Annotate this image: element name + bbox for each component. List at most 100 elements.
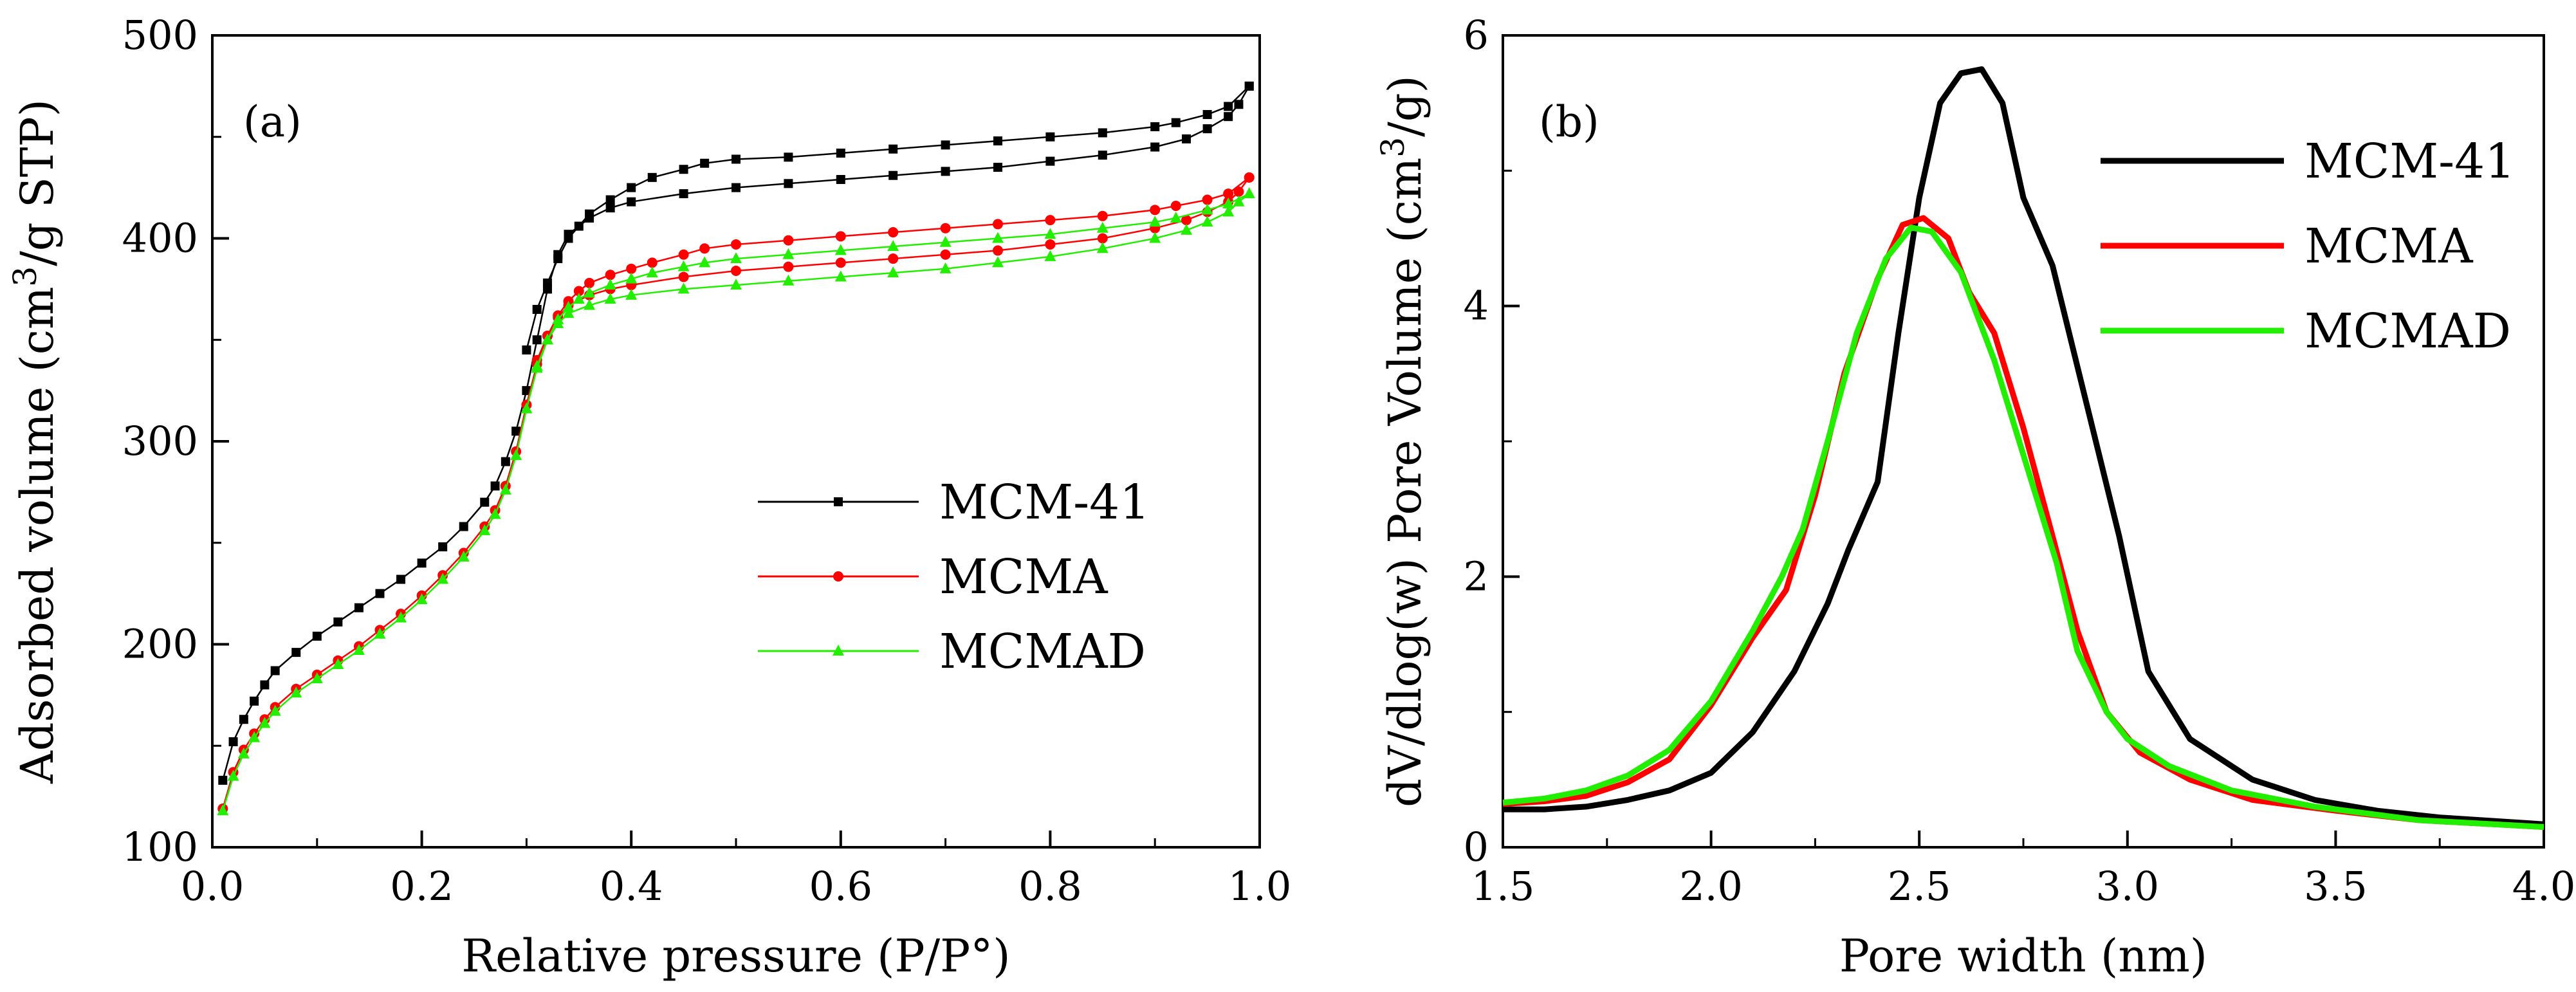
panel-a-y-axis-title-sup: 3 (6, 266, 44, 287)
panel-a-point-mcmad-desorption-20 (573, 293, 585, 304)
panel-b-series-mcmad (1502, 225, 2544, 830)
panel-a-point-mcm-41-adsorption-15 (459, 522, 468, 531)
panel-b-legend-item-mcma: MCMA (2101, 219, 2474, 274)
panel-a-point-mcmad-adsorption-35 (1044, 250, 1056, 261)
panel-a-x-axis-title: Relative pressure (P/P°) (461, 930, 1010, 982)
panel-a-point-mcm-41-desorption-1 (1244, 81, 1254, 91)
panel-a-point-mcmad-adsorption-16 (479, 524, 491, 535)
panel-a-point-mcmad-desorption-5 (1149, 216, 1161, 227)
panel-a-point-mcmad-adsorption-14 (437, 573, 449, 584)
panel-a-x-tick-label-0-2: 0.2 (390, 863, 454, 910)
panel-a-point-mcm-41-desorption-3 (1202, 110, 1212, 120)
panel-a-point-mcma-desorption-3 (1202, 194, 1213, 205)
panel-a-series-mcmad (217, 187, 1255, 816)
panel-a-point-mcm-41-adsorption-34 (993, 163, 1002, 172)
panel-a-y-tick-label-200: 200 (122, 621, 198, 668)
panel-a-point-mcma-desorption-1 (1244, 172, 1255, 183)
panel-a-y-axis-title-main: Adsorbed volume (cm (11, 287, 64, 784)
panel-a-point-mcmad-desorption-11 (834, 244, 847, 255)
panel-b-legend-label-mcm-41: MCM-41 (2305, 134, 2515, 189)
panel-a-point-mcm-41-desorption-16 (647, 172, 657, 182)
panel-a-point-mcm-41-adsorption-29 (731, 183, 741, 192)
panel-a-point-mcmad-desorption-24 (531, 360, 543, 371)
panel-a-point-mcm-41-adsorption-41 (1234, 100, 1244, 109)
panel-a-point-mcmad-desorption-18 (604, 279, 616, 290)
panel-a-point-mcma-adsorption-38 (1181, 215, 1192, 226)
panel-a-point-mcma-desorption-15 (678, 249, 689, 260)
panel-a-point-mcm-41-adsorption-17 (490, 481, 500, 491)
panel-b-series-mcma (1502, 215, 2544, 830)
panel-a-point-mcma-desorption-18 (605, 270, 616, 280)
panel-a-y-tick-label-100: 100 (122, 823, 198, 870)
panel-a-point-mcmad-adsorption-41 (1233, 195, 1245, 207)
panel-b-x-tick-label-4-0: 4.0 (2512, 863, 2576, 910)
panel-a-point-mcmad-desorption-16 (646, 266, 658, 278)
panel-a-point-mcm-41-adsorption-10 (354, 603, 363, 612)
panel-a-point-mcmad-adsorption-36 (1096, 242, 1109, 253)
panel-a-legend-label-mcmad: MCMAD (939, 624, 1146, 679)
panel-a-point-mcm-41-adsorption-14 (438, 542, 448, 552)
panel-b-y-tick-label-2: 2 (1464, 553, 1489, 600)
panel-a-point-mcm-41-adsorption-16 (480, 497, 490, 507)
panel-a-legend-marker-mcm-41 (834, 497, 843, 506)
panel-a-point-mcmad-desorption-14 (699, 256, 711, 268)
panel-a-adsorption-isotherm: 0.0 0.2 0.4 0.6 0.8 1.0 100 200 300 400 500 (a) Re… (6, 12, 1291, 982)
panel-a-point-mcmad-adsorption-17 (489, 508, 501, 519)
panel-b-ticks: 1.5 2.0 2.5 3.0 3.5 4.0 0 2 4 6 (1464, 12, 2576, 910)
panel-a-point-mcmad-adsorption-18 (499, 483, 511, 495)
panel-a-point-mcmad-adsorption-40 (1222, 205, 1235, 217)
panel-b-y-tick-label-6: 6 (1464, 12, 1489, 59)
panel-a-point-mcma-adsorption-32 (888, 253, 899, 264)
panel-a-point-mcmad-adsorption-31 (834, 270, 847, 282)
panel-a-point-mcmad-desorption-17 (625, 272, 638, 284)
panel-b-x-tick-label-2-5: 2.5 (1888, 863, 1951, 910)
panel-a-point-mcm-41-desorption-19 (585, 209, 594, 219)
panel-b-legend-label-mcma: MCMA (2305, 219, 2474, 274)
panel-b-x-tick-label-3-5: 3.5 (2304, 863, 2368, 910)
panel-a-point-mcma-adsorption-35 (1045, 239, 1056, 250)
panel-b-series (1502, 66, 2544, 830)
panel-a-point-mcma-desorption-4 (1170, 201, 1181, 212)
panel-a-line-mcmad-desorption (536, 192, 1250, 367)
panel-a-point-mcmad-desorption-10 (887, 240, 899, 252)
panel-a-point-mcm-41-desorption-4 (1171, 118, 1181, 127)
panel-a-point-mcmad-adsorption-24 (562, 307, 575, 318)
panel-a-point-mcm-41-desorption-21 (564, 234, 573, 243)
panel-a-point-mcmad-desorption-15 (677, 260, 690, 271)
panel-a-point-mcma-desorption-8 (993, 219, 1003, 230)
panel-b-x-tick-label-2-0: 2.0 (1679, 863, 1743, 910)
panel-b-legend-item-mcmad: MCMAD (2101, 304, 2511, 359)
panel-a-point-mcma-desorption-17 (626, 263, 637, 274)
panel-a-point-mcmad-desorption-6 (1096, 221, 1109, 233)
panel-b-y-axis-title: dV/dlog(w) Pore Volume (cm3/g) (1374, 75, 1431, 807)
panel-a-y-tick-label-500: 500 (122, 12, 198, 59)
panel-a-point-mcm-41-desorption-22 (553, 254, 563, 264)
panel-b-pore-size-distribution: 1.5 2.0 2.5 3.0 3.5 4.0 0 2 4 6 (b) Pore width (n… (1374, 12, 2575, 982)
panel-a-point-mcma-adsorption-29 (731, 265, 741, 276)
panel-a-point-mcmad-adsorption-13 (416, 593, 428, 605)
panel-a-point-mcm-41-adsorption-27 (627, 197, 636, 207)
panel-a-legend: MCM-41 MCMA MCMAD (758, 475, 1150, 679)
panel-a-point-mcm-41-adsorption-33 (941, 167, 950, 176)
panel-a-point-mcmad-adsorption-32 (887, 266, 899, 278)
panel-a-point-mcmad-adsorption-38 (1181, 223, 1193, 235)
panel-a-point-mcmad-adsorption-3 (237, 747, 250, 758)
panel-a-legend-label-mcm-41: MCM-41 (939, 475, 1150, 530)
panel-a-point-mcm-41-adsorption-1 (218, 775, 228, 785)
panel-a-ticks: 0.0 0.2 0.4 0.6 0.8 1.0 100 200 300 400 500 (122, 12, 1292, 910)
panel-a-legend-item-mcm-41: MCM-41 (758, 475, 1150, 530)
panel-a-label: (a) (243, 97, 302, 147)
panel-a-point-mcm-41-adsorption-26 (605, 203, 615, 213)
panel-a-point-mcmad-adsorption-7 (290, 686, 302, 698)
panel-a-point-mcm-41-adsorption-6 (270, 666, 280, 675)
panel-a-point-mcma-adsorption-33 (940, 249, 951, 260)
panel-a-point-mcmad-adsorption-11 (374, 627, 386, 639)
panel-a-point-mcm-41-adsorption-8 (312, 631, 322, 641)
panel-a-point-mcmad-desorption-23 (541, 333, 553, 345)
panel-b-line-mcm-41 (1503, 66, 2544, 827)
panel-a-point-mcm-41-desorption-5 (1150, 122, 1160, 131)
panel-a-point-mcmad-adsorption-19 (510, 449, 522, 461)
panel-a-point-mcmad-desorption-7 (1044, 228, 1056, 239)
panel-b-series-mcm-41 (1503, 66, 2544, 827)
panel-a-point-mcmad-desorption-21 (562, 300, 575, 312)
